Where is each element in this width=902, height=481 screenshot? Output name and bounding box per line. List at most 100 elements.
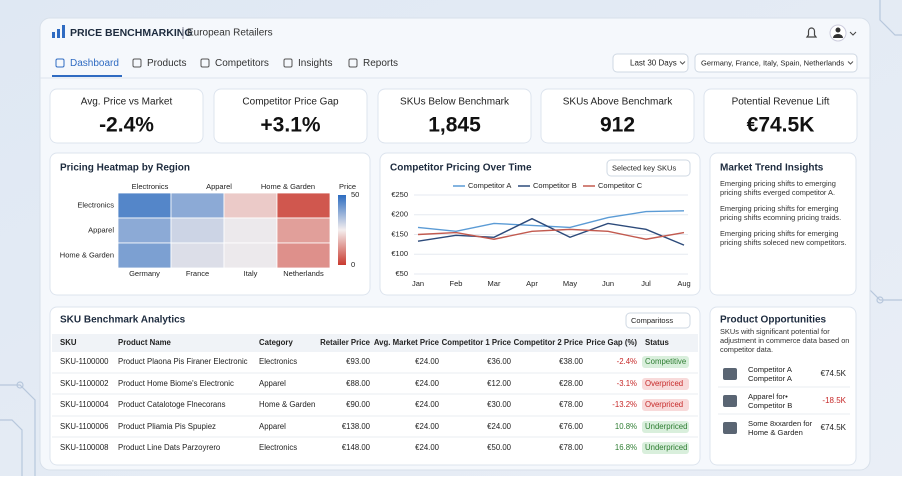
x-tick-label: Jun <box>602 279 614 288</box>
insights-body: Emerging pricing shifts to emerging pric… <box>720 179 847 247</box>
row-label: Home & Garden <box>60 250 114 259</box>
cell: Product Plaona Pis Firaner Electronic <box>118 357 248 366</box>
insights-title: Market Trend Insights <box>720 163 824 174</box>
kpi-card <box>49 88 204 144</box>
status-badge <box>642 399 689 411</box>
cell: SKU-1100002 <box>60 379 108 388</box>
nav-tab[interactable]: Dashboard <box>70 58 119 69</box>
heat-cell <box>223 192 278 219</box>
bell-icon[interactable] <box>805 27 818 38</box>
column-header: Competitor 1 Price <box>442 338 512 347</box>
date-filter-label[interactable]: Last 30 Days <box>630 59 677 68</box>
kpi-label: SKUs Below Benchmark <box>400 97 510 108</box>
heat-cell <box>276 192 331 219</box>
cell: SKU-1100006 <box>60 422 108 431</box>
logo <box>52 25 65 38</box>
cell: -3.1% <box>617 379 637 388</box>
x-tick-label: Apr <box>526 279 538 288</box>
region-filter[interactable] <box>694 53 858 73</box>
chevron <box>847 61 854 65</box>
nav-tab[interactable]: Reports <box>363 58 398 69</box>
sku-select[interactable] <box>606 159 691 177</box>
cell: €24.00 <box>415 400 440 409</box>
heat-cell <box>276 217 331 244</box>
item-icon <box>723 395 737 407</box>
nav-icon <box>283 58 293 68</box>
item-label: Competitor A <box>748 365 793 374</box>
col-label: Germany <box>129 269 160 278</box>
item-icon <box>723 368 737 380</box>
cell: €138.00 <box>342 422 371 431</box>
cell: €90.00 <box>346 400 371 409</box>
kpi-label: Competitor Price Gap <box>242 97 339 108</box>
kpi-value: 1,845 <box>428 114 481 137</box>
y-tick-label: €250 <box>391 190 408 199</box>
colorbar-title: Price <box>339 182 356 191</box>
cell: €78.00 <box>559 400 584 409</box>
cell: €88.00 <box>346 379 371 388</box>
status-badge <box>642 356 689 368</box>
top-label: Electronics <box>132 182 169 191</box>
kpis: Avg. Price vs Market -2.4% Competitor Pric… <box>49 88 858 144</box>
y-tick-label: €100 <box>391 249 408 258</box>
y-tick-label: €150 <box>391 229 408 238</box>
heat-cell <box>170 192 225 219</box>
colorbar-tick: 50 <box>351 190 359 199</box>
column-header: Retailer Price <box>320 338 371 347</box>
status: Underpriced <box>645 422 687 431</box>
cell: €24.00 <box>415 422 440 431</box>
cell: Electronics <box>259 443 297 452</box>
series-line <box>417 210 685 233</box>
table-header-bg <box>52 334 698 352</box>
cell: SKU-1100004 <box>60 400 109 409</box>
series-line <box>417 217 685 246</box>
kpi-label: Avg. Price vs Market <box>81 97 173 108</box>
sku-select-label[interactable]: Selected key SKUs <box>612 163 676 172</box>
top-label: Apparel <box>206 182 232 191</box>
column-header: Status <box>645 338 669 347</box>
date-filter[interactable] <box>612 53 689 73</box>
nav-tab[interactable]: Competitors <box>215 58 269 69</box>
item-value: -18.5K <box>822 396 846 405</box>
opportunities-desc: SKUs with significant potential for adju… <box>720 327 849 354</box>
column-header: Price Gap (%) <box>586 338 637 347</box>
table-title: SKU Benchmark Analytics <box>60 315 186 326</box>
y-tick-label: €50 <box>395 269 408 278</box>
cell: €36.00 <box>487 357 512 366</box>
col-label: Italy <box>244 269 258 278</box>
opportunities-title: Product Opportunities <box>720 315 827 326</box>
heat-cell <box>117 192 172 219</box>
cell: €24.00 <box>415 379 440 388</box>
item-label: Home & Garden <box>748 428 803 437</box>
line-title: Competitor Pricing Over Time <box>390 163 532 174</box>
cell: Product Line Dats Parzoyrero <box>118 443 221 452</box>
cell: Home & Garden <box>259 400 315 409</box>
row-label: Apparel <box>88 225 114 234</box>
legend-label: Competitor B <box>533 181 577 190</box>
cell: -13.2% <box>612 400 637 409</box>
nav-tab[interactable]: Insights <box>298 58 332 69</box>
compare-select[interactable] <box>625 312 691 329</box>
cell: Product Catalotoge Flnecorans <box>118 400 226 409</box>
item-label: Apparel for• <box>748 392 788 401</box>
cell: Apparel <box>259 422 286 431</box>
cell: €93.00 <box>346 357 371 366</box>
region-filter-label[interactable]: Germany, France, Italy, Spain, Netherlan… <box>701 58 844 67</box>
legend-label: Competitor C <box>598 181 643 190</box>
nav-icon <box>55 58 65 68</box>
nav-tab[interactable]: Products <box>147 58 186 69</box>
col-label: Netherlands <box>283 269 324 278</box>
status: Overpriced <box>645 400 683 409</box>
legend-label: Competitor A <box>468 181 511 190</box>
heat-cell <box>223 217 278 244</box>
cell: SKU-1100008 <box>60 443 108 452</box>
heat-cell <box>170 242 225 269</box>
compare-select-label[interactable]: Comparitoss <box>631 316 673 325</box>
kpi-card <box>703 88 858 144</box>
status-badge <box>642 442 689 454</box>
cell: Electronics <box>259 357 297 366</box>
user-avatar[interactable] <box>829 24 857 42</box>
